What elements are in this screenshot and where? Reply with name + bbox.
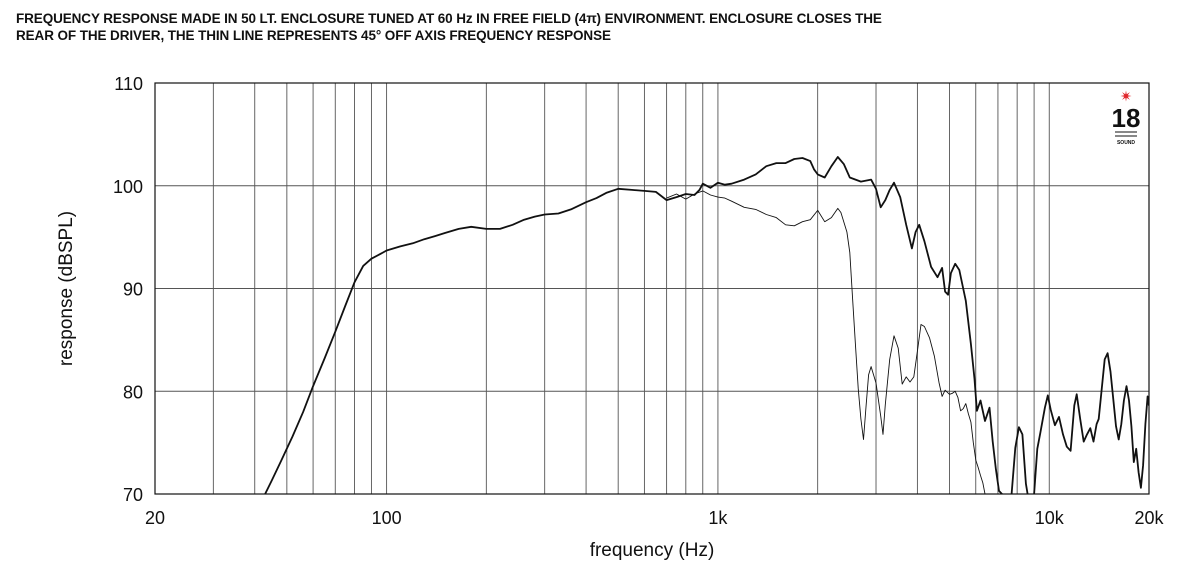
y-tick-labels: 70 80 90 100 110 bbox=[113, 74, 143, 505]
y-tick-label: 70 bbox=[123, 485, 143, 505]
series-group bbox=[264, 156, 1149, 494]
y-tick-label: 90 bbox=[123, 280, 143, 300]
off-axis-response-line bbox=[666, 190, 986, 494]
logo-number: 18 bbox=[1112, 103, 1141, 133]
on-axis-response-line bbox=[264, 156, 1003, 494]
on-axis-response-line bbox=[1033, 352, 1149, 494]
caption-line-1: FREQUENCY RESPONSE MADE IN 50 LT. ENCLOS… bbox=[16, 11, 882, 26]
logo-star-icon bbox=[1120, 90, 1132, 102]
chart-caption: FREQUENCY RESPONSE MADE IN 50 LT. ENCLOS… bbox=[16, 10, 1176, 44]
y-tick-label: 100 bbox=[113, 177, 143, 197]
horizontal-gridlines bbox=[155, 185, 1149, 392]
caption-line-2: REAR OF THE DRIVER, THE THIN LINE REPRES… bbox=[16, 28, 611, 43]
x-tick-labels: 20 100 1k 10k 20k bbox=[145, 508, 1165, 528]
x-tick-label: 100 bbox=[372, 508, 402, 528]
x-tick-label: 1k bbox=[708, 508, 728, 528]
y-tick-label: 80 bbox=[123, 382, 143, 402]
x-tick-label: 10k bbox=[1035, 508, 1065, 528]
x-tick-label: 20k bbox=[1134, 508, 1164, 528]
y-tick-label: 110 bbox=[114, 74, 143, 94]
plot-frame bbox=[154, 82, 1150, 495]
x-axis-label: frequency (Hz) bbox=[590, 540, 715, 561]
y-axis-label: response (dBSPL) bbox=[56, 211, 77, 366]
brand-logo: 18 SOUND bbox=[1112, 90, 1141, 146]
x-tick-label: 20 bbox=[145, 508, 165, 528]
on-axis-response-line bbox=[1010, 426, 1029, 494]
logo-word: SOUND bbox=[1117, 140, 1135, 146]
